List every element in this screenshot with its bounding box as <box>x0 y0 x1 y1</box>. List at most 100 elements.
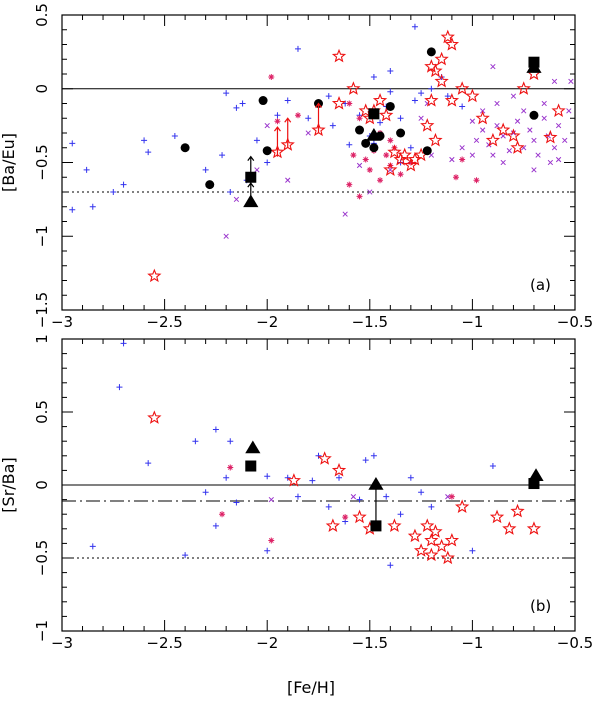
data-point-cross <box>531 167 537 173</box>
data-point-cross <box>494 122 500 129</box>
data-point-plus <box>89 543 96 550</box>
data-point-star <box>331 48 347 63</box>
data-point-asterisk <box>383 152 390 159</box>
x-tick-label: −3 <box>51 313 73 331</box>
x-tick-label: −2 <box>256 313 278 331</box>
data-point-cross <box>531 137 537 144</box>
data-point-plus <box>145 460 152 467</box>
data-point-cross <box>264 122 270 129</box>
data-point-circle <box>361 138 371 148</box>
x-tick-label: −1 <box>461 313 483 331</box>
data-point-star <box>543 129 558 144</box>
data-point-plus <box>264 473 271 480</box>
data-point-star <box>428 524 443 538</box>
data-point-plus <box>182 552 189 559</box>
data-point-triangle <box>245 440 261 454</box>
data-point-square <box>528 478 540 490</box>
data-point-cross <box>445 494 451 500</box>
axis-ticks <box>61 338 576 632</box>
x-tick-label: −1.5 <box>352 313 388 331</box>
data-point-star <box>444 93 460 107</box>
y-tick-label: −1 <box>33 620 51 642</box>
data-point-circle <box>385 101 395 111</box>
data-point-triangle <box>528 468 544 482</box>
data-point-circle <box>369 143 379 153</box>
y-axis-title: [Sr/Ba] <box>0 457 18 512</box>
data-point-triangle <box>366 127 382 141</box>
data-point-plus <box>411 97 418 104</box>
data-point-cross <box>305 130 311 136</box>
panel-a: −3 −2.5 −2 −1.5 −1 −0.5 −1.5 −1 −0.5 0 0.5 [Ba/Eu] (… <box>0 3 593 331</box>
data-point-plus <box>89 203 96 210</box>
data-point-cross <box>551 78 558 85</box>
data-point-cross <box>547 159 554 166</box>
data-point-plus <box>387 68 394 75</box>
y-tick-label: −1 <box>33 225 51 247</box>
y-tick-label: −0.5 <box>33 144 51 180</box>
data-point-square <box>368 108 380 120</box>
data-point-cross <box>566 108 572 114</box>
y-tick-label: −1.5 <box>33 292 51 328</box>
data-point-star <box>502 521 517 535</box>
data-point-cross <box>500 133 506 139</box>
data-point-star <box>454 499 470 513</box>
data-point-cross <box>449 156 455 163</box>
x-tick-label: −2.5 <box>146 634 182 652</box>
data-point-cross <box>535 152 541 158</box>
data-point-asterisk <box>452 174 459 181</box>
data-point-asterisk <box>346 181 353 188</box>
data-point-plus <box>239 100 246 107</box>
data-point-star <box>454 81 470 95</box>
data-point-asterisk <box>342 514 349 521</box>
panel-label: (a) <box>530 276 551 294</box>
data-point-cross <box>469 118 476 124</box>
data-point-plus <box>120 181 127 188</box>
data-point-plus <box>120 340 127 347</box>
data-point-cross <box>254 167 260 173</box>
data-point-plus <box>223 474 230 481</box>
data-point-plus <box>309 477 316 484</box>
x-tick-label: −2 <box>256 634 278 652</box>
plot-area <box>62 340 575 569</box>
data-point-plus <box>336 474 343 481</box>
data-point-cross <box>551 145 558 151</box>
data-point-cross <box>459 145 465 151</box>
data-point-plus <box>428 85 435 92</box>
data-point-plus <box>370 452 377 459</box>
data-point-cross <box>350 494 357 500</box>
data-point-asterisk <box>407 159 414 166</box>
data-point-star <box>397 147 412 162</box>
data-point-asterisk <box>473 177 480 184</box>
data-point-star <box>506 128 521 143</box>
data-point-plus <box>428 503 435 510</box>
data-point-star <box>440 29 455 44</box>
data-point-star <box>424 532 439 547</box>
axis-ticks <box>61 14 576 311</box>
data-point-asterisk <box>219 511 226 518</box>
data-point-star <box>465 88 480 103</box>
data-point-triangle <box>368 477 384 490</box>
data-point-plus <box>397 511 404 518</box>
data-point-asterisk <box>362 156 369 163</box>
data-point-plus <box>356 496 363 503</box>
data-point-plus <box>294 45 301 52</box>
data-point-star <box>331 95 347 110</box>
data-point-cross <box>367 189 373 195</box>
data-point-plus <box>171 132 178 139</box>
data-point-plus <box>227 189 234 195</box>
data-point-cross <box>342 211 348 217</box>
data-point-star <box>325 518 341 532</box>
data-point-asterisk <box>356 115 363 122</box>
y-tick-label: 0.5 <box>33 400 51 424</box>
data-point-star <box>516 81 531 95</box>
data-point-circle <box>422 146 432 156</box>
data-point-star <box>428 132 443 147</box>
data-point-plus <box>397 115 404 122</box>
x-tick-label: −3 <box>51 634 73 652</box>
data-point-plus <box>407 474 414 481</box>
data-point-plus <box>284 474 291 481</box>
data-point-plus <box>325 503 332 510</box>
limit-arrow <box>247 155 255 184</box>
data-point-plus <box>212 522 219 529</box>
data-point-plus <box>116 384 123 391</box>
